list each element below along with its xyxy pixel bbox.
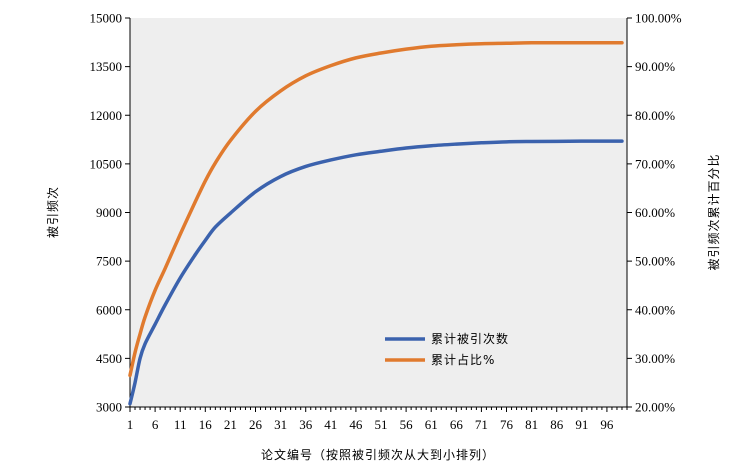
x-tick-label: 41 — [324, 417, 337, 432]
plot-background — [130, 18, 627, 407]
x-tick-label: 66 — [450, 417, 464, 432]
y2-axis-title: 被引频次累计百分比 — [707, 153, 721, 270]
x-tick-label: 21 — [224, 417, 237, 432]
y2-tick-label: 100.00% — [635, 11, 682, 26]
x-tick-label: 1 — [127, 417, 134, 432]
y-tick-label: 15000 — [90, 11, 123, 26]
x-tick-label: 26 — [249, 417, 263, 432]
x-tick-label: 36 — [299, 417, 313, 432]
x-tick-label: 31 — [274, 417, 287, 432]
x-tick-label: 51 — [375, 417, 388, 432]
series-line-0 — [128, 139, 624, 406]
x-tick-label: 96 — [600, 417, 614, 432]
y2-tick-label: 50.00% — [635, 254, 675, 269]
y-tick-label: 7500 — [96, 254, 122, 269]
y2-tick-label: 70.00% — [635, 156, 675, 171]
x-tick-label: 81 — [525, 417, 538, 432]
y-tick-label: 13500 — [90, 59, 123, 74]
x-tick-label: 71 — [475, 417, 488, 432]
y2-tick-label: 40.00% — [635, 302, 675, 317]
x-tick-label: 6 — [152, 417, 159, 432]
x-tick-label: 11 — [174, 417, 187, 432]
y-tick-label: 4500 — [96, 351, 122, 366]
y-tick-label: 12000 — [90, 108, 123, 123]
series-line-1 — [128, 41, 624, 378]
y2-tick-label: 60.00% — [635, 205, 675, 220]
y2-tick-label: 90.00% — [635, 59, 675, 74]
x-tick-label: 76 — [500, 417, 514, 432]
ticks: 3000 4500 6000 7500 9000 10500 12000 13500 15000… — [90, 11, 682, 433]
y2-tick-label: 30.00% — [635, 351, 675, 366]
legend-label-0: 累计被引次数 — [431, 331, 509, 346]
x-tick-label: 56 — [400, 417, 414, 432]
legend-label-1: 累计占比% — [431, 352, 495, 367]
y-tick-label: 10500 — [90, 156, 123, 171]
y2-tick-label: 80.00% — [635, 108, 675, 123]
x-axis-title: 论文编号（按照被引频次从大到小排列） — [261, 447, 495, 462]
x-tick-label: 61 — [425, 417, 438, 432]
y-tick-label: 9000 — [96, 205, 122, 220]
x-tick-label: 16 — [199, 417, 213, 432]
y2-tick-label: 20.00% — [635, 400, 675, 415]
x-tick-label: 86 — [550, 417, 564, 432]
series-lines — [128, 41, 624, 406]
x-tick-label: 91 — [575, 417, 588, 432]
y-tick-label: 6000 — [96, 302, 122, 317]
y-tick-label: 3000 — [96, 400, 122, 415]
y-axis-title: 被引频次 — [46, 186, 60, 238]
legend: 累计被引次数 累计占比% — [385, 331, 509, 367]
x-tick-label: 46 — [349, 417, 363, 432]
